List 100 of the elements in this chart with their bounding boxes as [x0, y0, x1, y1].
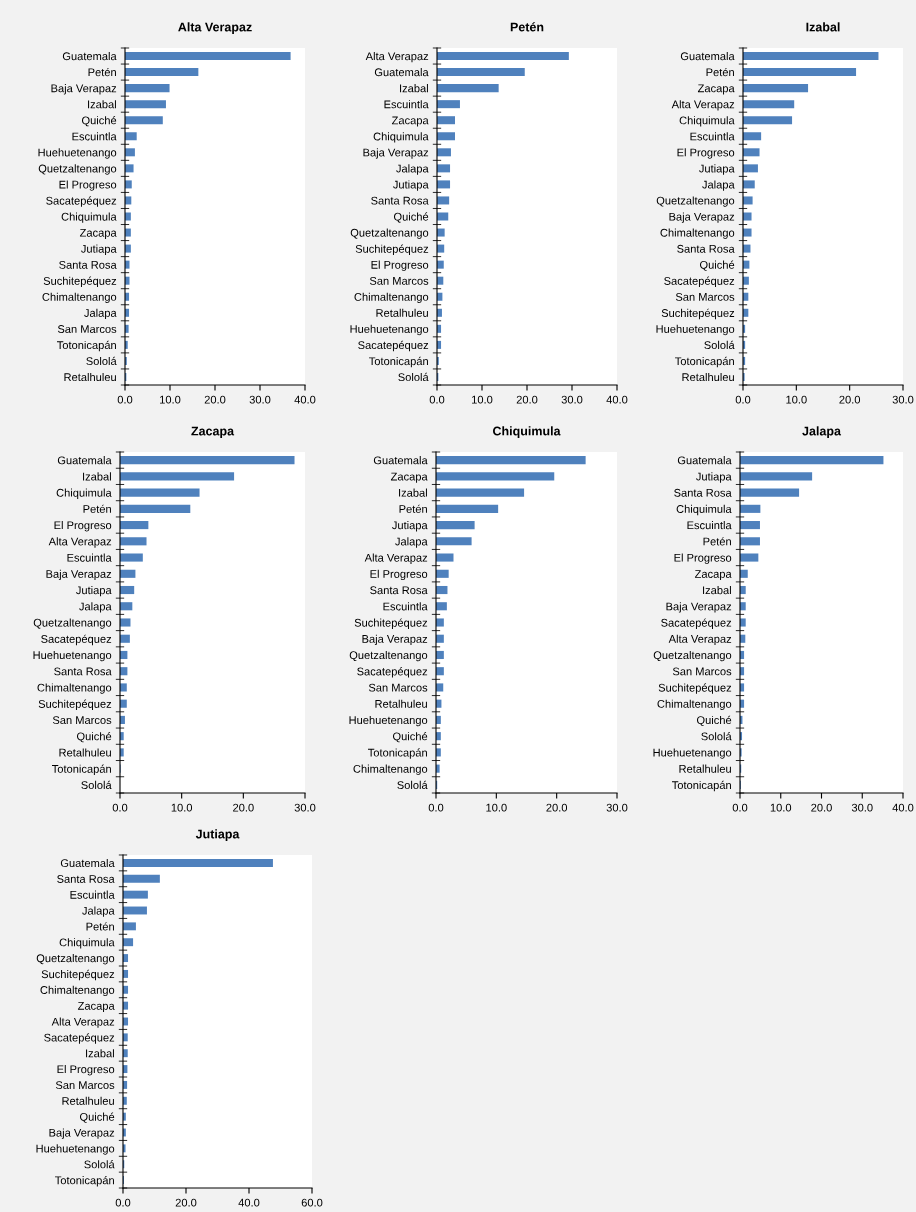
y-tick-label: Chiquimula — [373, 132, 429, 143]
y-tick-label: San Marcos — [675, 293, 735, 301]
y-tick-label: El Progreso — [674, 553, 732, 564]
chart-title: Alta Verapaz — [178, 22, 252, 34]
y-tick-label: Alta Verapaz — [48, 537, 112, 548]
y-tick-label: Retalhuleu — [375, 699, 427, 708]
y-tick-label: Jutiapa — [76, 586, 112, 597]
y-tick-label: Zacapa — [390, 472, 428, 483]
y-tick-label: El Progreso — [370, 569, 428, 581]
y-tick-label: Retalhuleu — [64, 372, 116, 382]
y-tick-label: Baja Verapaz — [51, 84, 117, 95]
y-tick-label: El Progreso — [57, 1065, 115, 1076]
y-tick-label: Totonicapán — [52, 764, 111, 776]
y-tick-label: Jalapa — [79, 602, 112, 613]
y-tick-label: Baja Verapaz — [669, 212, 735, 223]
y-tick-label: Sacatepéquez — [664, 276, 735, 288]
x-tick-label: 30.0 — [294, 803, 316, 812]
y-tick-label: San Marcos — [368, 683, 428, 692]
y-tick-label: Sololá — [704, 340, 735, 350]
y-tick-label: Huehuetenango — [349, 715, 428, 727]
y-tick-label: Izabal — [88, 100, 116, 109]
y-tick-label: Izabal — [86, 1049, 114, 1058]
y-tick-label: Chimaltenango — [353, 764, 428, 775]
y-tick-label: Quetzaltenango — [653, 650, 732, 662]
y-tick-label: Sololá — [81, 780, 112, 790]
x-tick-label: 40.0 — [294, 395, 316, 404]
y-tick-label: Quiché — [696, 715, 732, 727]
y-tick-label: Guatemala — [373, 456, 428, 465]
y-tick-label: Totonicapán — [368, 748, 427, 759]
y-tick-label: Zacapa — [694, 570, 732, 581]
y-tick-label: Quiché — [79, 1112, 115, 1123]
y-tick-label: San Marcos — [672, 667, 732, 676]
x-tick-label: 0.0 — [117, 395, 133, 404]
y-tick-label: Huehuetenango — [38, 148, 117, 159]
y-tick-label: San Marcos — [55, 1081, 115, 1090]
y-tick-label: Totonicapán — [55, 1175, 114, 1187]
x-tick-label: 40.0 — [238, 1198, 260, 1207]
y-tick-label: Escuintla — [690, 132, 735, 141]
y-tick-label: Jutiapa — [392, 521, 428, 532]
chart-title: Jalapa — [802, 426, 842, 438]
chart-title: Petén — [510, 22, 544, 32]
y-tick-label: Escuintla — [67, 553, 112, 562]
x-tick-label: 20.0 — [204, 395, 226, 404]
y-tick-label: Alta Verapaz — [51, 1017, 115, 1028]
y-tick-label: Chiquimula — [56, 488, 112, 499]
x-tick-label: 20.0 — [546, 803, 568, 812]
y-tick-label: Jalapa — [396, 164, 429, 175]
y-tick-label: Escuintla — [383, 602, 428, 611]
y-tick-label: San Marcos — [57, 325, 117, 333]
y-tick-label: Totonicapán — [369, 356, 428, 368]
y-tick-label: Zacapa — [391, 116, 429, 127]
y-tick-label: Retalhuleu — [62, 1096, 114, 1105]
y-tick-label: Quiché — [699, 260, 735, 271]
x-tick-label: 20.0 — [516, 395, 538, 404]
x-tick-label: 10.0 — [472, 395, 493, 404]
y-tick-label: Sololá — [397, 780, 428, 790]
y-tick-label: San Marcos — [369, 276, 429, 285]
x-tick-label: 10.0 — [486, 803, 507, 812]
y-tick-label: Totonicapán — [672, 780, 731, 792]
y-tick-label: Guatemala — [57, 456, 112, 465]
y-tick-label: Jutiapa — [696, 472, 732, 483]
y-tick-label: Sacatepéquez — [41, 634, 112, 646]
x-tick-label: 30.0 — [249, 395, 271, 404]
y-tick-label: Totonicapán — [675, 356, 734, 368]
y-tick-label: Jutiapa — [393, 180, 429, 191]
x-tick-label: 10.0 — [160, 395, 181, 404]
x-tick-label: 40.0 — [606, 395, 628, 404]
y-tick-label: San Marcos — [52, 716, 112, 725]
x-tick-label: 40.0 — [892, 803, 914, 812]
y-tick-label: Jalapa — [702, 180, 735, 191]
y-tick-label: Totonicapán — [57, 340, 116, 352]
y-tick-label: Santa Rosa — [54, 667, 112, 676]
y-tick-label: Chiquimula — [676, 504, 732, 516]
x-tick-label: 20.0 — [839, 395, 861, 404]
y-tick-label: Zacapa — [77, 1002, 115, 1012]
y-tick-label: Guatemala — [62, 52, 117, 61]
y-tick-label: El Progreso — [371, 260, 429, 271]
y-tick-label: Suchitepéquez — [658, 683, 732, 694]
y-tick-label: Huehuetenango — [656, 324, 735, 336]
y-tick-label: Quiché — [393, 212, 429, 223]
y-tick-label: Suchitepéquez — [354, 618, 428, 629]
y-tick-label: Quetzaltenango — [349, 650, 428, 662]
y-tick-label: Sololá — [84, 1160, 115, 1169]
x-tick-label: 30.0 — [892, 395, 914, 404]
y-tick-label: Baja Verapaz — [363, 148, 429, 159]
y-tick-label: Sololá — [86, 356, 117, 366]
y-tick-label: Baja Verapaz — [362, 634, 428, 646]
y-tick-label: Alta Verapaz — [671, 100, 735, 111]
x-tick-label: 30.0 — [561, 395, 583, 404]
y-tick-label: Guatemala — [60, 858, 115, 868]
y-tick-label: Petén — [706, 67, 734, 77]
y-tick-label: Chimaltenango — [40, 985, 115, 997]
y-tick-label: Alta Verapaz — [668, 634, 732, 646]
y-tick-label: Guatemala — [677, 456, 732, 465]
x-tick-label: 0.0 — [428, 803, 444, 812]
y-tick-label: Santa Rosa — [59, 260, 117, 269]
x-tick-label: 0.0 — [112, 803, 128, 812]
x-tick-label: 0.0 — [429, 395, 445, 404]
chart-title: Chiquimula — [492, 426, 561, 438]
x-tick-label: 20.0 — [175, 1198, 197, 1207]
